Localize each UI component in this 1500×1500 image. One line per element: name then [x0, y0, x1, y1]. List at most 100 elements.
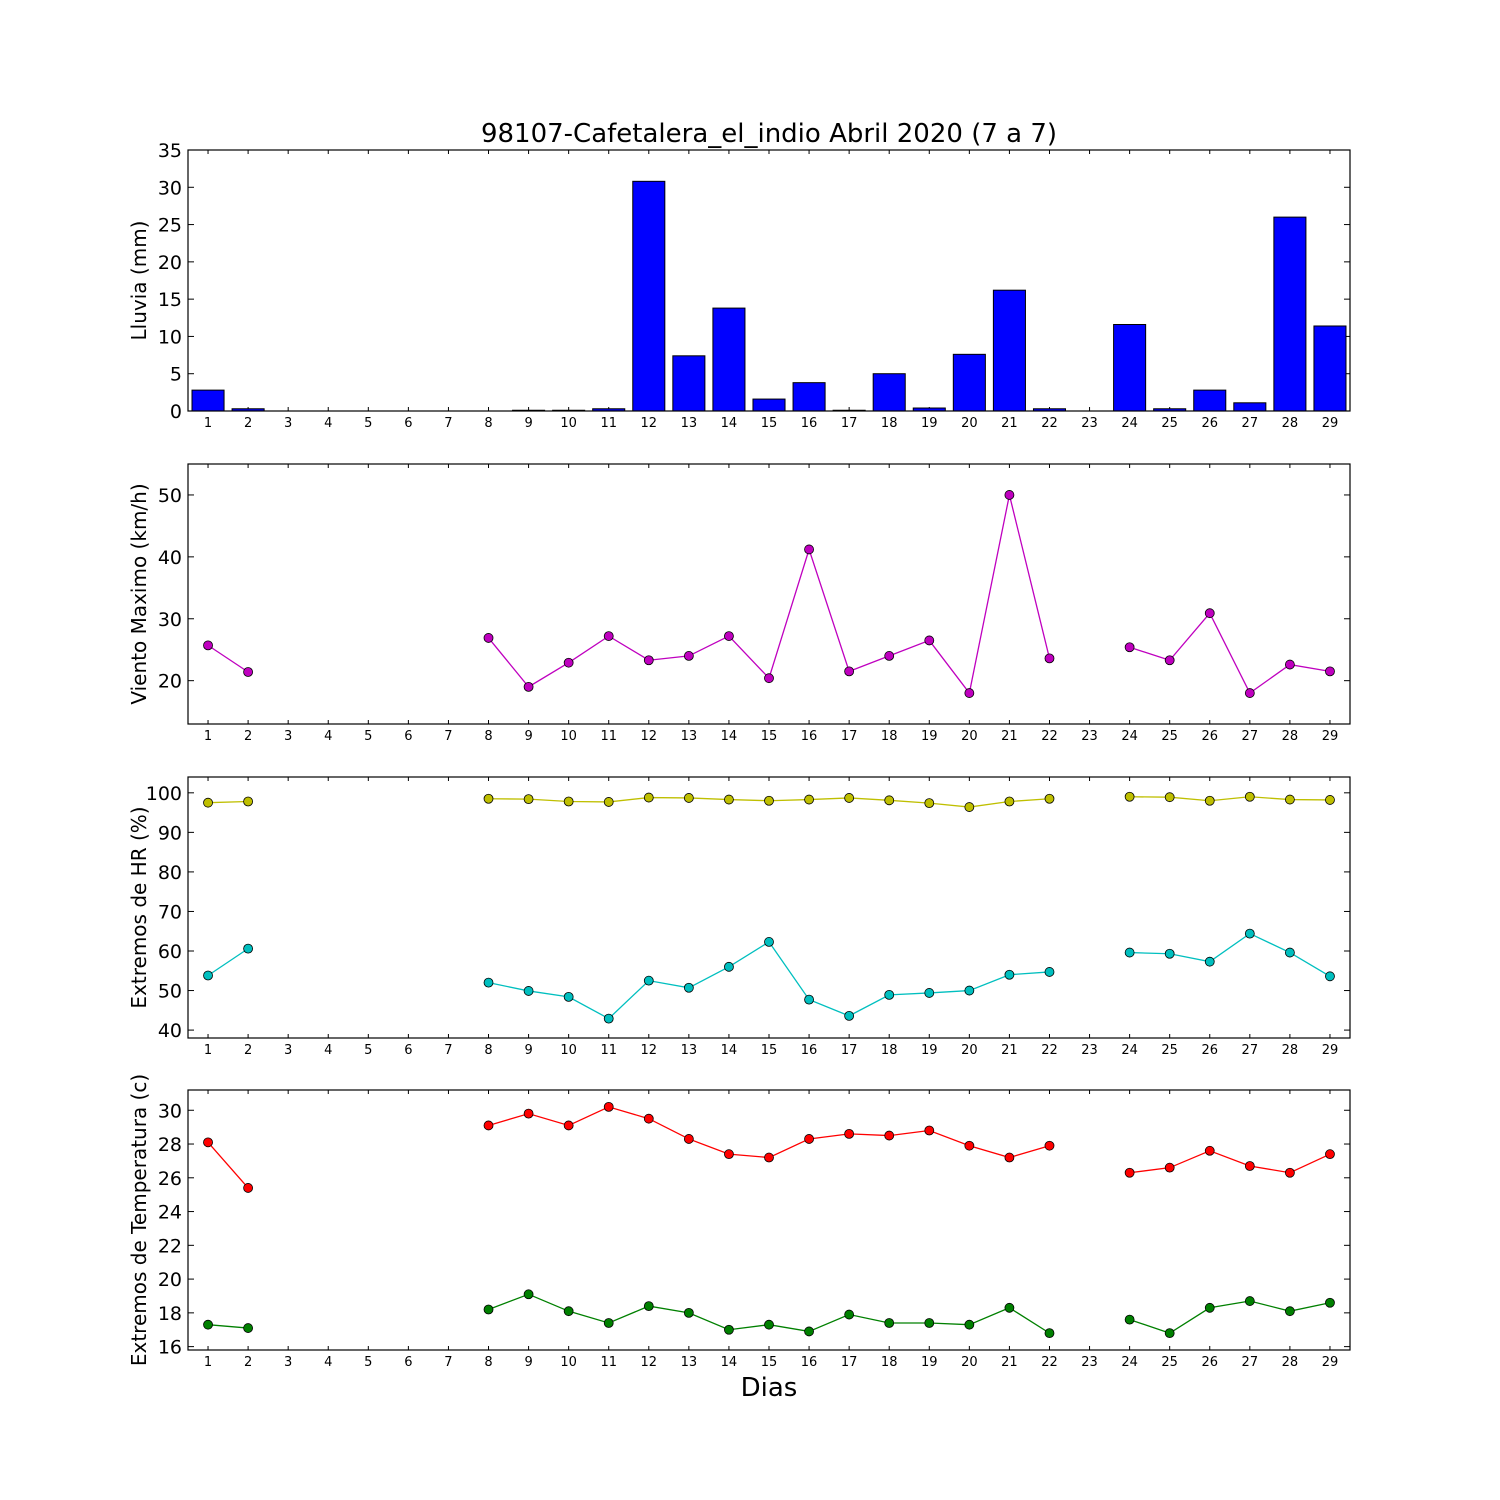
humidity-series-0-point — [764, 795, 774, 806]
humidity-series-1-line — [1129, 932, 1331, 977]
xtick-label: 8 — [484, 1355, 492, 1370]
wind-series-0-point — [1004, 490, 1015, 500]
xtick-label: 11 — [600, 1043, 617, 1058]
temperature-series-0-point — [1325, 1149, 1335, 1160]
xtick-label: 28 — [1282, 1355, 1299, 1370]
xtick-label: 1 — [204, 729, 212, 744]
temperature-series-0-point — [844, 1128, 855, 1139]
rain-bar — [1113, 323, 1147, 412]
rain-bar — [1313, 325, 1347, 412]
ytick-label: 20 — [158, 671, 182, 693]
wind-series-0-point — [724, 631, 734, 641]
humidity-series-1-point — [643, 975, 654, 986]
temperature-series-1-point — [724, 1324, 734, 1335]
xtick-label: 25 — [1161, 1355, 1178, 1370]
ytick-label: 0 — [170, 401, 182, 423]
ytick-label: 28 — [158, 1134, 182, 1156]
ytick-label: 16 — [158, 1337, 182, 1359]
ytick-label: 100 — [146, 783, 182, 805]
temperature-series-1-point — [603, 1318, 614, 1328]
temperature-series-0-point — [1124, 1167, 1135, 1178]
xtick-label: 3 — [284, 416, 292, 431]
humidity-series-1-line — [488, 941, 1050, 1020]
xtick-label: 9 — [524, 729, 532, 744]
xtick-label: 3 — [284, 729, 292, 744]
ytick-label: 5 — [170, 364, 182, 386]
ytick-label: 20 — [158, 1269, 182, 1291]
rain-bar — [992, 289, 1026, 412]
temperature-series-0-point — [1244, 1161, 1255, 1171]
ytick-label: 24 — [158, 1202, 182, 1224]
xtick-label: 3 — [284, 1355, 292, 1370]
xtick-label: 26 — [1201, 1043, 1218, 1058]
xtick-label: 7 — [444, 1043, 452, 1058]
humidity-series-1-line — [207, 948, 249, 977]
xtick-label: 24 — [1121, 416, 1138, 431]
xtick-label: 22 — [1041, 729, 1058, 744]
xtick-label: 27 — [1242, 416, 1259, 431]
temperature-series-1-point — [964, 1319, 975, 1330]
temperature-series-1-point — [483, 1304, 494, 1315]
xtick-label: 2 — [244, 416, 252, 431]
wind-series-0-point — [764, 673, 774, 684]
xtick-label: 26 — [1201, 729, 1218, 744]
wind-series-0-point — [1325, 666, 1335, 677]
xtick-label: 28 — [1282, 416, 1299, 431]
rain-bar — [752, 398, 786, 412]
xtick-label: 2 — [244, 1355, 252, 1370]
xtick-label: 10 — [560, 1355, 577, 1370]
wind-series-0-point — [804, 544, 814, 555]
xtick-label: 6 — [404, 729, 412, 744]
xtick-label: 23 — [1081, 416, 1098, 431]
temperature-series-0-point — [924, 1125, 935, 1136]
temperature-series-1-point — [1204, 1302, 1215, 1313]
rain-bar — [191, 389, 225, 412]
xtick-label: 19 — [921, 1043, 938, 1058]
ytick-label: 30 — [158, 1100, 182, 1122]
xtick-label: 4 — [324, 729, 332, 744]
rain-bar — [1273, 216, 1307, 412]
wind-series-0-point — [523, 681, 534, 692]
xtick-label: 22 — [1041, 416, 1058, 431]
xtick-label: 24 — [1121, 1355, 1138, 1370]
xtick-label: 6 — [404, 1355, 412, 1370]
temperature-series-1-point — [764, 1319, 774, 1330]
rain-bar — [1193, 389, 1227, 412]
xtick-label: 2 — [244, 1043, 252, 1058]
xtick-label: 8 — [484, 416, 492, 431]
xtick-label: 14 — [721, 1043, 738, 1058]
humidity-series-0-point — [804, 794, 814, 805]
xtick-label: 18 — [881, 1043, 898, 1058]
ytick-label: 60 — [158, 941, 182, 963]
xtick-label: 12 — [641, 729, 658, 744]
temperature-series-0-point — [1164, 1162, 1175, 1173]
xtick-label: 11 — [600, 416, 617, 431]
xtick-label: 9 — [524, 1043, 532, 1058]
xtick-label: 23 — [1081, 1355, 1098, 1370]
y-axis-label: Extremos de Temperatura (c) — [127, 1074, 151, 1366]
ytick-label: 25 — [158, 215, 182, 237]
humidity-series-1-point — [1124, 947, 1135, 958]
xtick-label: 23 — [1081, 729, 1098, 744]
x-axis-label: Dias — [741, 1373, 798, 1403]
temperature-series-1-point — [203, 1319, 213, 1330]
xtick-label: 7 — [444, 416, 452, 431]
humidity-series-0-point — [964, 802, 975, 812]
xtick-label: 13 — [681, 416, 698, 431]
xtick-label: 20 — [961, 1355, 978, 1370]
humidity-series-1-point — [1004, 969, 1015, 980]
humidity-series-1-point — [764, 937, 774, 947]
temperature-series-0-point — [523, 1108, 534, 1119]
xtick-label: 10 — [560, 729, 577, 744]
xtick-label: 13 — [681, 1355, 698, 1370]
ytick-label: 30 — [158, 609, 182, 631]
humidity-series-0-point — [1044, 793, 1055, 804]
xtick-label: 5 — [364, 416, 372, 431]
xtick-label: 20 — [961, 729, 978, 744]
humidity-series-1-point — [804, 994, 814, 1005]
temperature-series-0-point — [643, 1113, 654, 1124]
xtick-label: 7 — [444, 1355, 452, 1370]
humidity-series-0-point — [884, 795, 895, 806]
humidity-series-1-point — [1244, 928, 1255, 939]
